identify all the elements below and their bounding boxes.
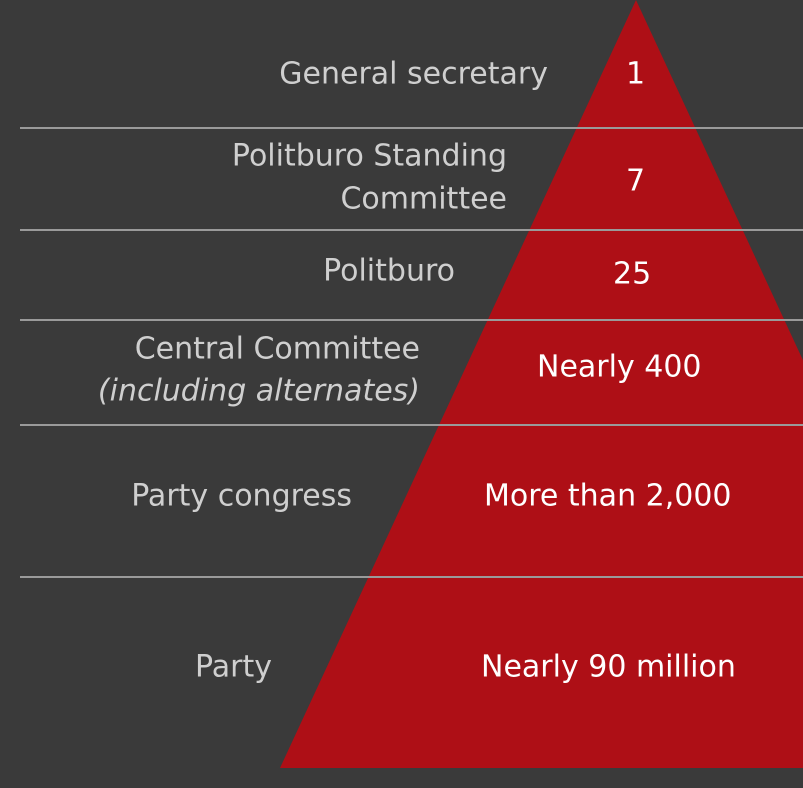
level-count: 1 bbox=[626, 57, 645, 92]
level-count: Nearly 400 bbox=[537, 350, 702, 385]
level-label: Committee bbox=[340, 182, 507, 217]
level-label: General secretary bbox=[279, 57, 548, 92]
level-label: Politburo Standing bbox=[232, 139, 507, 174]
dividers bbox=[20, 127, 803, 578]
level-count: More than 2,000 bbox=[484, 479, 732, 514]
level-count: 25 bbox=[613, 257, 651, 292]
level-label: Party congress bbox=[131, 479, 352, 514]
level-note: (including alternates) bbox=[98, 374, 420, 409]
level-label: Central Committee bbox=[135, 332, 420, 367]
labels: General secretary 1 Politburo Standing Comm… bbox=[98, 57, 736, 685]
level-label: Party bbox=[195, 650, 272, 685]
level-label: Politburo bbox=[323, 254, 455, 289]
level-count: 7 bbox=[626, 164, 645, 199]
level-count: Nearly 90 million bbox=[481, 650, 736, 685]
